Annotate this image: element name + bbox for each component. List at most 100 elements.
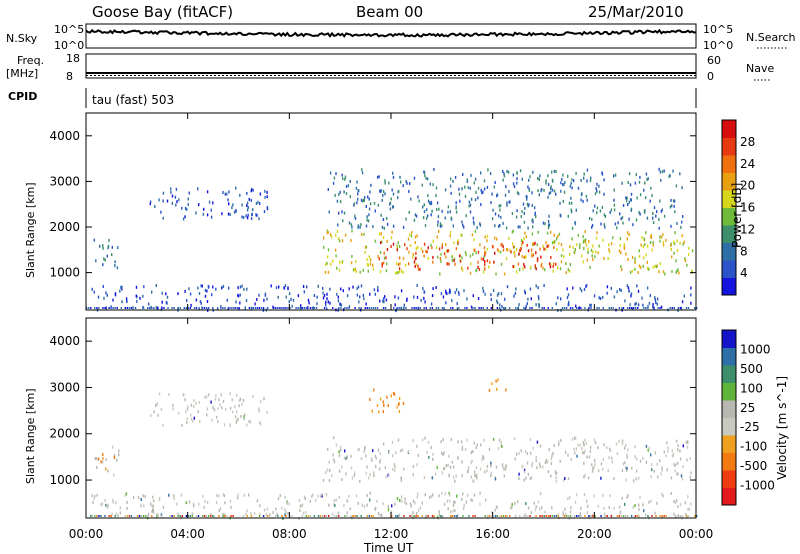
data-cell	[431, 476, 433, 480]
data-cell	[366, 307, 368, 309]
data-cell	[499, 204, 502, 208]
data-cell	[137, 496, 140, 499]
y-tick-label: 1000	[49, 473, 80, 487]
data-cell	[675, 259, 677, 263]
data-cell	[602, 493, 604, 497]
data-cell	[197, 286, 199, 290]
data-cell	[436, 465, 438, 469]
data-cell	[487, 168, 489, 172]
data-cell	[387, 508, 390, 512]
data-cell	[511, 502, 513, 506]
data-cell	[455, 288, 458, 292]
data-cell	[452, 224, 454, 228]
data-cell	[596, 182, 598, 186]
data-cell	[120, 285, 122, 289]
data-cell	[590, 303, 592, 307]
data-cell	[627, 203, 629, 207]
data-cell	[422, 216, 425, 220]
data-cell	[364, 250, 366, 254]
data-cell	[681, 186, 683, 190]
data-cell	[382, 307, 385, 309]
data-cell	[474, 515, 476, 517]
data-cell	[424, 493, 426, 497]
data-cell	[124, 493, 126, 497]
data-cell	[414, 501, 416, 505]
data-cell	[503, 172, 505, 176]
data-cell	[459, 199, 461, 203]
data-cell	[606, 446, 608, 449]
data-cell	[365, 245, 368, 249]
data-cell	[195, 211, 197, 215]
data-cell	[586, 284, 588, 287]
data-cell	[483, 187, 486, 191]
data-cell	[642, 503, 644, 507]
data-cell	[676, 499, 678, 503]
data-cell	[369, 262, 372, 266]
data-cell	[237, 293, 239, 297]
data-cell	[316, 295, 318, 299]
data-cell	[479, 491, 481, 495]
data-cell	[555, 169, 557, 173]
data-cell	[105, 467, 107, 471]
data-cell	[385, 298, 388, 302]
data-cell	[565, 515, 568, 517]
data-cell	[683, 240, 685, 244]
data-cell	[413, 295, 415, 299]
data-cell	[483, 438, 485, 442]
data-cell	[211, 418, 213, 422]
data-cell	[456, 302, 458, 306]
data-cell	[647, 515, 649, 517]
data-cell	[661, 515, 663, 517]
data-cell	[397, 438, 400, 442]
data-cell	[626, 307, 629, 309]
data-cell	[236, 410, 238, 414]
data-cell	[579, 443, 581, 447]
data-cell	[331, 474, 333, 478]
data-cell	[624, 515, 627, 517]
data-cell	[363, 504, 366, 508]
data-cell	[94, 307, 96, 309]
data-cell	[458, 187, 460, 191]
data-cell	[475, 190, 477, 194]
data-cell	[119, 506, 121, 510]
data-cell	[222, 512, 224, 516]
data-cell	[450, 177, 452, 181]
data-cell	[111, 253, 113, 257]
data-cell	[439, 272, 441, 276]
data-cell	[661, 468, 663, 472]
data-cell	[441, 243, 443, 246]
data-cell	[283, 286, 286, 290]
data-cell	[457, 456, 459, 460]
data-cell	[328, 479, 331, 482]
data-cell	[476, 226, 478, 230]
data-cell	[380, 232, 382, 236]
data-cell	[674, 501, 677, 505]
data-cell	[537, 230, 539, 234]
data-cell	[578, 307, 580, 309]
data-cell	[423, 475, 426, 479]
data-cell	[505, 464, 508, 468]
data-cell	[624, 466, 627, 470]
data-cell	[586, 179, 588, 183]
data-cell	[531, 204, 533, 207]
data-cell	[619, 288, 621, 291]
data-cell	[462, 173, 464, 176]
data-cell	[386, 395, 388, 399]
data-cell	[299, 307, 301, 309]
data-cell	[637, 515, 639, 517]
data-cell	[402, 184, 404, 188]
data-cell	[397, 263, 400, 267]
data-cell	[91, 514, 93, 518]
data-cell	[584, 438, 586, 442]
data-cell	[317, 494, 319, 498]
data-cell	[226, 298, 228, 302]
data-cell	[432, 260, 434, 264]
data-cell	[359, 295, 361, 299]
data-cell	[652, 241, 654, 244]
data-cell	[177, 307, 179, 309]
data-cell	[403, 515, 405, 517]
data-cell	[286, 501, 288, 505]
data-cell	[304, 511, 307, 514]
data-cell	[249, 420, 252, 424]
data-cell	[500, 215, 502, 219]
